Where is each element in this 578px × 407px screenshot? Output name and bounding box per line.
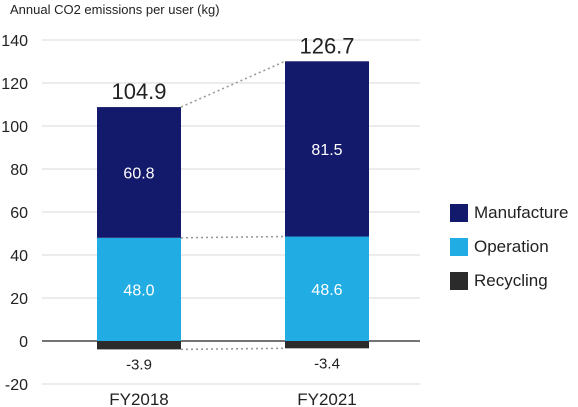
y-axis-label: Annual CO2 emissions per user (kg)	[10, 2, 220, 17]
y-tick-label: 40	[10, 248, 28, 265]
category-label: FY2018	[109, 390, 169, 407]
legend-swatch-operation	[450, 238, 468, 256]
bar-manufacture	[285, 61, 369, 237]
bar-operation	[285, 236, 369, 341]
bar-recycling	[285, 341, 369, 349]
legend-label-manufacture: Manufacture	[474, 203, 569, 222]
data-label-total: 126.7	[299, 33, 354, 58]
connector-lines	[180, 60, 286, 351]
legend-label-operation: Operation	[474, 237, 549, 256]
data-label-recycling: -3.9	[126, 356, 152, 373]
bar-manufacture	[97, 107, 181, 238]
bar-operation	[97, 237, 181, 341]
category-labels: FY2018 FY2021	[109, 390, 357, 407]
data-label-recycling: -3.4	[314, 355, 340, 372]
y-tick-label: 100	[1, 119, 28, 136]
y-tick-label: 80	[10, 162, 28, 179]
legend-label-recycling: Recycling	[474, 271, 548, 290]
legend-swatch-manufacture	[450, 204, 468, 222]
data-label-manufacture: 81.5	[311, 142, 342, 159]
y-tick-labels: -20 0 20 40 60 80 100 120 140	[1, 33, 28, 394]
bar-recycling	[97, 341, 181, 350]
y-tick-label: 20	[10, 291, 28, 308]
y-tick-label: -20	[5, 377, 28, 394]
connector-line-recycling	[180, 347, 286, 351]
legend: Manufacture Operation Recycling	[450, 196, 569, 298]
data-label-operation: 48.0	[123, 282, 154, 299]
connector-line-manufacture	[180, 60, 286, 108]
legend-swatch-recycling	[450, 272, 468, 290]
y-tick-label: 0	[19, 334, 28, 351]
legend-item-operation: Operation	[450, 230, 569, 264]
bars	[97, 61, 369, 350]
y-tick-label: 120	[1, 76, 28, 93]
y-tick-label: 60	[10, 205, 28, 222]
category-label: FY2021	[297, 390, 357, 407]
data-label-total: 104.9	[111, 79, 166, 104]
y-tick-label: 140	[1, 33, 28, 50]
connector-line-operation	[180, 235, 286, 239]
data-label-operation: 48.6	[311, 282, 342, 299]
data-label-manufacture: 60.8	[123, 165, 154, 182]
bar-labels: 60.8 48.0 -3.9 104.9 81.5 48.6 -3.4 126.7	[111, 33, 354, 373]
legend-item-recycling: Recycling	[450, 264, 569, 298]
legend-item-manufacture: Manufacture	[450, 196, 569, 230]
